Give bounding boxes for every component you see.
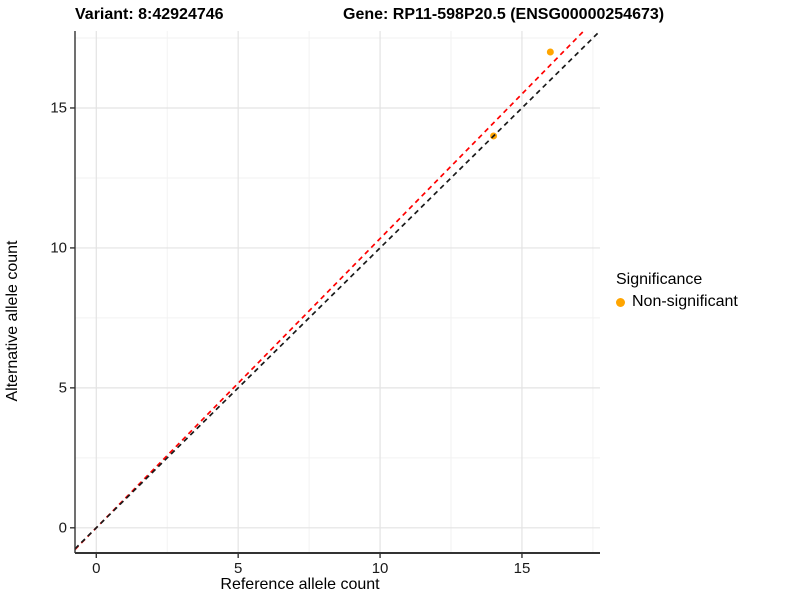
legend-item-label: Non-significant xyxy=(632,293,738,310)
x-tick-label: 15 xyxy=(513,560,531,577)
identity-line xyxy=(74,30,601,550)
x-tick-label: 5 xyxy=(234,560,243,577)
y-tick-label: 5 xyxy=(58,379,67,397)
legend-title: Significance xyxy=(616,271,703,288)
y-axis-title: Alternative allele count xyxy=(4,240,21,402)
legend-items: Non-significant xyxy=(616,293,738,311)
legend-point-icon xyxy=(616,297,625,307)
legend: Significance Non-significant xyxy=(616,271,738,311)
gene-title: Gene: RP11-598P20.5 (ENSG00000254673) xyxy=(343,6,665,23)
x-tick-label: 10 xyxy=(371,560,389,577)
legend-item[interactable]: Non-significant xyxy=(616,293,738,311)
y-tick-label: 15 xyxy=(50,99,67,117)
data-point[interactable] xyxy=(546,48,554,56)
y-tick-label: 0 xyxy=(58,519,67,537)
expected-ratio-line xyxy=(74,30,585,551)
variant-title: Variant: 8:42924746 xyxy=(75,6,224,23)
x-tick-label: 0 xyxy=(92,560,101,577)
x-axis-title: Reference allele count xyxy=(220,576,380,593)
y-tick-label: 10 xyxy=(50,239,67,257)
